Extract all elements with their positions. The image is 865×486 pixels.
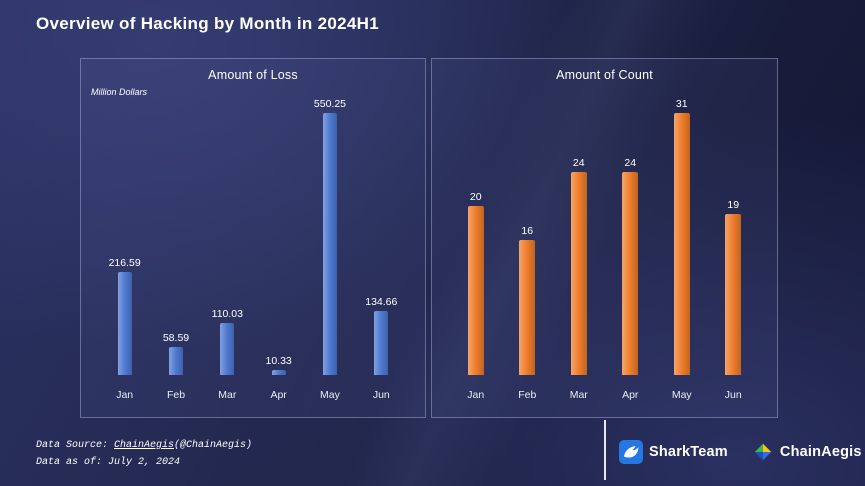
count-x-axis-labels: Jan Feb Mar Apr May Jun <box>450 389 759 401</box>
footer-source-block: Data Source: ChainAegis(@ChainAegis) Dat… <box>36 438 252 471</box>
bar-group: 550.25 <box>308 98 352 375</box>
bar <box>117 272 132 375</box>
data-source-suffix: (@ChainAegis) <box>174 440 253 451</box>
bar-value-label: 16 <box>521 225 534 237</box>
bar <box>322 113 337 375</box>
data-source-prefix: Data Source: <box>36 440 115 451</box>
bar <box>519 240 536 375</box>
bar-value-label: 31 <box>675 98 688 110</box>
bar <box>168 347 183 375</box>
sharkteam-brand: SharkTeam <box>619 440 728 464</box>
bar-group: 58.59 <box>154 332 198 375</box>
category-label: May <box>671 389 692 401</box>
sharkteam-label: SharkTeam <box>649 444 728 460</box>
sharkteam-logo-icon <box>619 440 643 464</box>
category-label: Jun <box>724 389 742 401</box>
bar-group: 24 <box>557 157 601 375</box>
category-label: Jun <box>372 389 390 401</box>
category-label: Apr <box>622 389 639 401</box>
bar-group: 31 <box>660 98 704 375</box>
bar-value-label: 20 <box>469 191 482 203</box>
bar-group: 110.03 <box>205 308 249 375</box>
bar-value-label: 216.59 <box>108 257 141 269</box>
loss-x-axis-labels: Jan Feb Mar Apr May Jun <box>99 389 407 401</box>
bar-value-label: 24 <box>572 157 585 169</box>
bar <box>374 311 389 375</box>
bar-value-label: 550.25 <box>313 98 347 110</box>
bar-value-label: 10.33 <box>265 355 292 367</box>
bar-value-label: 19 <box>727 199 740 211</box>
bar-group: 16 <box>505 225 549 375</box>
category-label: May <box>320 389 340 401</box>
brand-logos: SharkTeam ChainAegis <box>619 440 862 464</box>
category-label: Feb <box>166 389 186 401</box>
bar-group: 24 <box>608 157 652 375</box>
bar <box>725 214 742 375</box>
loss-chart-unit-label: Million Dollars <box>91 87 148 97</box>
bar <box>220 323 235 375</box>
bar-group: 19 <box>711 199 755 375</box>
page-title: Overview of Hacking by Month in 2024H1 <box>36 14 379 33</box>
count-chart-title: Amount of Count <box>556 68 653 82</box>
bar <box>467 206 484 375</box>
bar-group: 134.66 <box>359 296 403 375</box>
chainaegis-label: ChainAegis <box>779 444 862 460</box>
category-label: Mar <box>569 389 588 401</box>
bar-value-label: 134.66 <box>365 296 398 308</box>
bar-value-label: 58.59 <box>162 332 190 344</box>
bar <box>271 370 286 375</box>
category-label: Jan <box>467 389 485 401</box>
category-label: Apr <box>270 389 287 401</box>
loss-chart-title: Amount of Loss <box>208 68 298 82</box>
data-source-line: Data Source: ChainAegis(@ChainAegis) <box>36 438 252 455</box>
chainaegis-brand: ChainAegis <box>752 441 862 463</box>
bar <box>622 172 639 375</box>
bar-value-label: 110.03 <box>211 308 243 320</box>
footer-divider <box>604 420 606 480</box>
category-label: Jan <box>116 389 134 401</box>
bar-group: 20 <box>454 191 498 375</box>
bar-group: 216.59 <box>103 257 147 375</box>
data-as-of-line: Data as of: July 2, 2024 <box>36 456 181 468</box>
count-plot-area: 20 16 24 24 31 19 <box>450 98 759 375</box>
bar-value-label: 24 <box>624 157 637 169</box>
loss-chart-panel: Amount of Loss Million Dollars 216.59 58.… <box>80 58 426 418</box>
bar <box>570 172 587 375</box>
bar-group: 10.33 <box>257 355 301 375</box>
chainaegis-logo-icon <box>754 443 772 461</box>
category-label: Mar <box>218 389 237 401</box>
bar <box>673 113 690 375</box>
chainaegis-link[interactable]: ChainAegis <box>114 440 175 451</box>
loss-plot-area: 216.59 58.59 110.03 10.33 550.25 134.66 <box>99 98 407 375</box>
count-chart-panel: Amount of Count 20 16 24 24 31 19 Jan Feb Mar Ap… <box>431 58 778 418</box>
category-label: Feb <box>518 389 537 401</box>
